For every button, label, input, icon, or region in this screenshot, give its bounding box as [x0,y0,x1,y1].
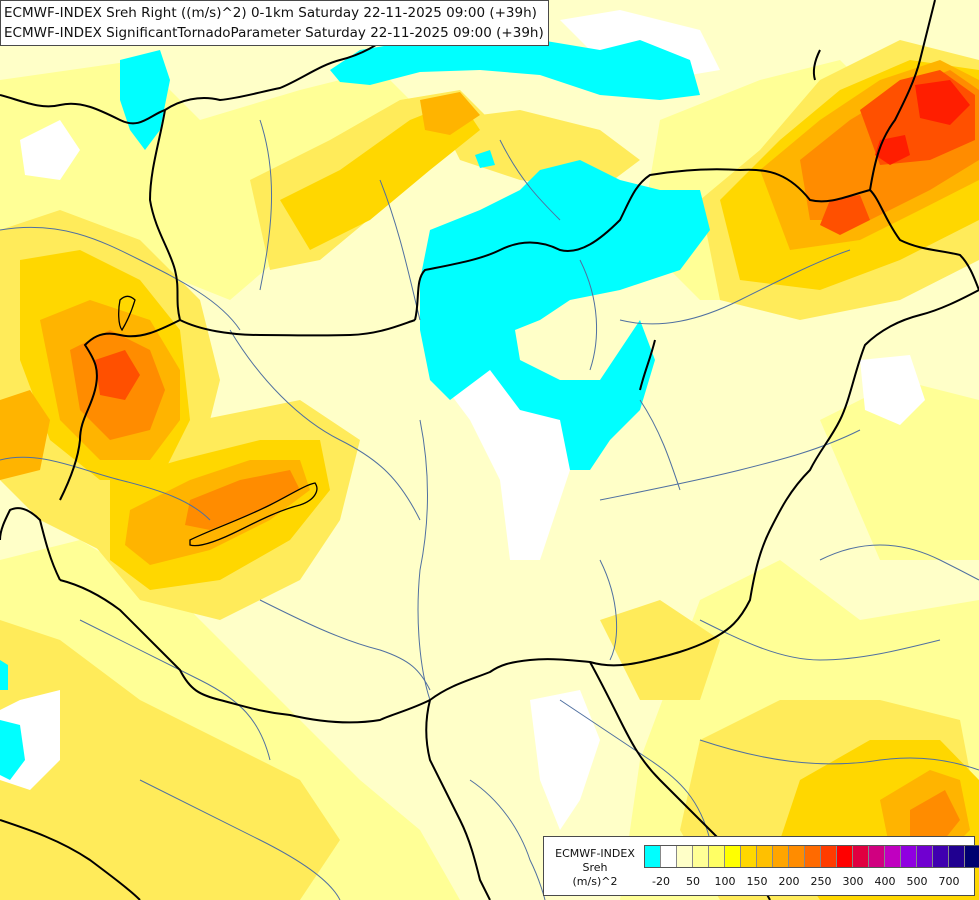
legend-tick-label: 150 [746,875,768,888]
legend-tick-label: 200 [778,875,800,888]
legend-tick-label: 100 [714,875,736,888]
color-legend: ECMWF-INDEX Sreh (m/s)^2 -20 50 100 150 200 2… [543,836,979,896]
legend-swatch [645,846,661,867]
legend-swatch [917,846,933,867]
map-title-sreh: ECMWF-INDEX Sreh Right ((m/s)^2) 0-1km S… [4,5,537,21]
legend-tick-label: 300 [842,875,864,888]
legend-swatch [885,846,901,867]
legend-swatch [805,846,821,867]
legend-tick-label: 250 [810,875,832,888]
legend-swatch [901,846,917,867]
legend-swatch [965,846,979,867]
legend-swatch [773,846,789,867]
shading-cyan [0,35,710,780]
legend-unit-label: (m/s)^2 [572,875,618,888]
legend-tick-label: 500 [906,875,928,888]
region-borders [0,119,979,900]
legend-tick-label: -20 [652,875,670,888]
legend-source-label: ECMWF-INDEX [555,847,635,860]
legend-swatch [821,846,837,867]
legend-swatch [693,846,709,867]
map-title-stp: ECMWF-INDEX SignificantTornadoParameter … [4,25,544,41]
legend-tick-label: 700 [938,875,960,888]
shading-red-core [875,80,970,165]
legend-swatch [677,846,693,867]
lake-outlines [118,295,318,547]
map-title-box: ECMWF-INDEX Sreh Right ((m/s)^2) 0-1km S… [0,0,549,46]
legend-swatch [661,846,677,867]
legend-tick-label: 400 [874,875,896,888]
legend-swatch [757,846,773,867]
legend-swatch [837,846,853,867]
legend-swatch [869,846,885,867]
legend-color-bar [644,845,979,868]
legend-swatch [949,846,965,867]
legend-swatch [853,846,869,867]
legend-swatch [741,846,757,867]
legend-swatch [789,846,805,867]
legend-tick-label: 50 [686,875,700,888]
legend-swatch [725,846,741,867]
legend-swatch [709,846,725,867]
legend-variable-label: Sreh [582,861,608,874]
legend-swatch [933,846,949,867]
